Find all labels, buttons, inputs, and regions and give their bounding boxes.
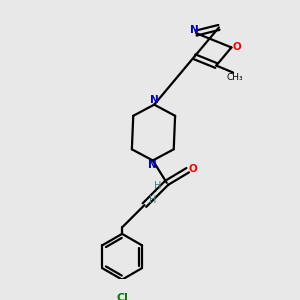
Text: H: H [148,195,156,205]
Text: N: N [150,94,159,105]
Text: O: O [188,164,197,174]
Text: N: N [148,160,157,170]
Text: N: N [190,25,199,35]
Text: O: O [232,42,241,52]
Text: Cl: Cl [116,293,128,300]
Text: H: H [154,181,161,191]
Text: CH₃: CH₃ [226,73,243,82]
